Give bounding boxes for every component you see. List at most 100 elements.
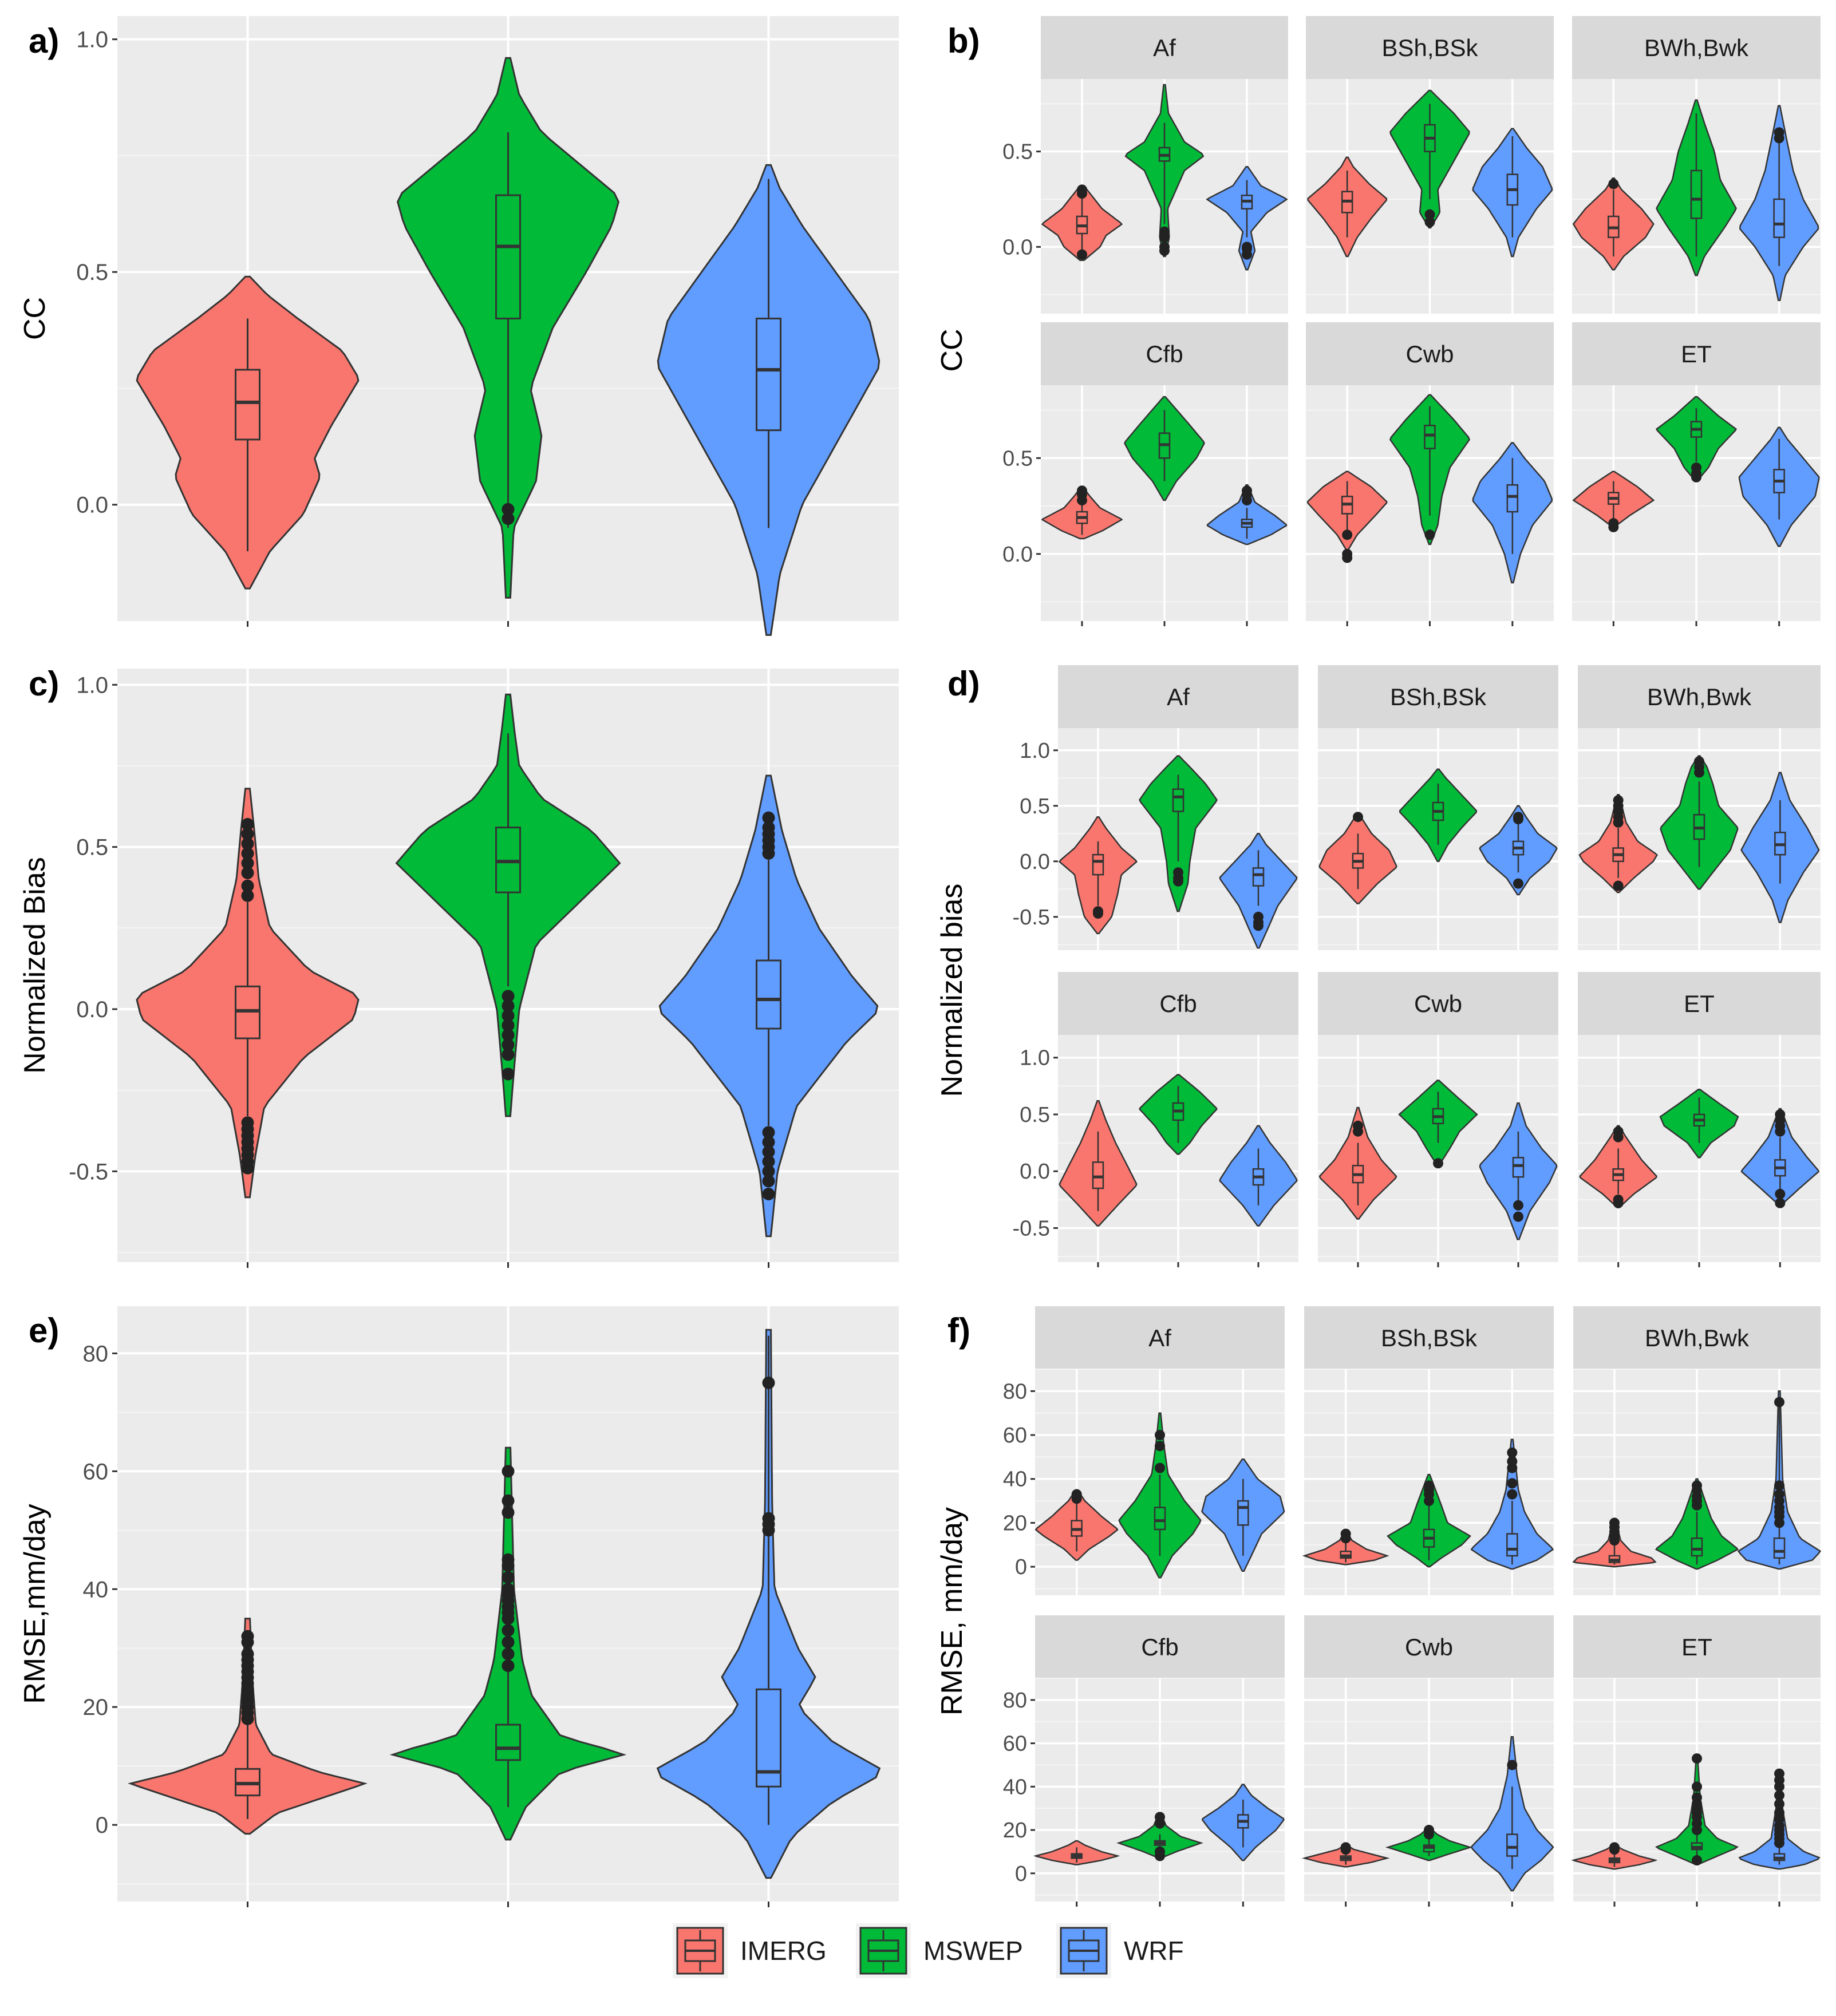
facet-strip	[1035, 1306, 1285, 1369]
facet-strip	[1058, 665, 1298, 728]
outlier-point	[1513, 1200, 1523, 1211]
facet-cwb: Cwb	[1301, 1615, 1554, 1907]
outlier-point	[502, 1038, 515, 1052]
box-wrf	[756, 318, 781, 432]
outlier-point	[1093, 908, 1103, 919]
facet-strip-label: ET	[1681, 341, 1712, 367]
facet-cfb: Cfb 0 20 40 60 80	[1003, 1615, 1285, 1907]
facet-bsh-bsk: BSh,BSk	[1318, 665, 1558, 950]
outlier-point	[1609, 1842, 1620, 1853]
y-tick-label: 40	[1003, 1775, 1027, 1799]
legend-label: WRF	[1124, 1936, 1184, 1966]
outlier-point	[1774, 1397, 1784, 1408]
facet-strip-label: BWh,Bwk	[1644, 34, 1749, 61]
facet-af: Af 0.0 0.5	[1002, 16, 1288, 314]
facet-strip	[1578, 665, 1821, 728]
outlier-point	[1608, 521, 1619, 532]
outlier-point	[1353, 1120, 1363, 1131]
facet-strip-label: Af	[1153, 34, 1176, 61]
box-imerg	[1092, 1161, 1104, 1189]
y-axis-label: RMSE, mm/day	[935, 1507, 969, 1715]
outlier-point	[1342, 529, 1353, 540]
outlier-point	[1155, 1441, 1165, 1452]
y-tick-label: 0.0	[1020, 1160, 1050, 1184]
facet-strip-label: Af	[1148, 1325, 1171, 1351]
y-tick-label: 20	[83, 1695, 109, 1720]
outlier-point	[762, 1126, 775, 1139]
y-axis-label: Normalized bias	[935, 884, 969, 1097]
outlier-point	[1340, 1842, 1351, 1853]
panel-label: b)	[947, 22, 980, 60]
outlier-point	[1774, 1480, 1784, 1491]
panel-a: 0.0 0.5 1.0 CC a)	[18, 16, 899, 636]
outlier-point	[762, 1145, 775, 1159]
outlier-point	[1155, 1430, 1165, 1441]
outlier-point	[1353, 812, 1363, 823]
y-tick-label: 80	[83, 1341, 109, 1366]
outlier-point	[241, 857, 254, 869]
y-tick-label: 0	[1015, 1862, 1027, 1886]
outlier-point	[1507, 1489, 1518, 1500]
y-tick-label: -0.5	[1013, 906, 1050, 930]
box-wrf	[1252, 867, 1265, 887]
y-tick-label: 1.0	[76, 27, 108, 53]
outlier-point	[1691, 472, 1701, 483]
outlier-point	[1775, 1188, 1786, 1199]
outlier-point	[1613, 880, 1624, 891]
outlier-point	[241, 1161, 254, 1175]
y-axis-label: Normalized Bias	[18, 857, 52, 1074]
facet-cfb: Cfb 0.0 0.5	[1002, 322, 1288, 626]
outlier-point	[1242, 242, 1252, 252]
outlier-point	[241, 879, 254, 892]
outlier-point	[1424, 1825, 1434, 1836]
y-tick-label: 80	[1003, 1379, 1027, 1404]
y-axis-label: CC	[18, 297, 52, 340]
y-tick-label: 1.0	[76, 673, 108, 698]
facet-strip-label: Cfb	[1159, 990, 1197, 1017]
y-tick-label: 0.5	[76, 835, 108, 860]
outlier-point	[1774, 1807, 1784, 1818]
outlier-point	[1513, 812, 1523, 823]
legend-label: MSWEP	[923, 1936, 1023, 1966]
outlier-point	[1424, 529, 1435, 540]
outlier-point	[1077, 249, 1087, 260]
facet-cwb: Cwb	[1318, 972, 1558, 1267]
y-axis-label: CC	[935, 329, 969, 371]
legend-item-imerg: IMERG	[673, 1923, 827, 1978]
box-wrf	[1773, 1537, 1786, 1559]
facet-strip	[1306, 16, 1554, 79]
outlier-point	[502, 999, 515, 1013]
panel-label: a)	[29, 22, 59, 60]
facet-et: ET	[1571, 1615, 1821, 1907]
outlier-point	[1507, 1447, 1518, 1458]
outlier-point	[1692, 1792, 1702, 1803]
y-tick-label: 20	[1003, 1819, 1027, 1843]
facet-strip	[1041, 16, 1288, 79]
outlier-point	[1694, 756, 1704, 767]
outlier-point	[502, 1068, 515, 1081]
outlier-point	[502, 1647, 515, 1661]
outlier-point	[1155, 1812, 1165, 1823]
panel-c: -0.5 0.0 0.5 1.0 Normalized Bias c)	[18, 665, 899, 1268]
y-tick-label: 40	[1003, 1468, 1027, 1492]
outlier-point	[1433, 1158, 1443, 1169]
y-tick-label: 0.5	[1020, 794, 1050, 819]
facet-strip	[1572, 16, 1821, 79]
outlier-point	[502, 1019, 515, 1032]
facet-strip-label: Cfb	[1146, 341, 1183, 367]
box-mswep	[1154, 1507, 1166, 1531]
outlier-point	[502, 1029, 515, 1042]
outlier-point	[1692, 1480, 1702, 1491]
outlier-point	[1774, 1489, 1784, 1500]
outlier-point	[502, 512, 515, 525]
y-tick-label: 60	[1003, 1424, 1027, 1448]
outlier-point	[502, 1048, 515, 1061]
facet-strip	[1306, 322, 1554, 385]
outlier-point	[241, 1647, 254, 1661]
box-mswep	[1690, 169, 1703, 219]
outlier-point	[241, 1630, 254, 1643]
legend-item-mswep: MSWEP	[856, 1923, 1023, 1978]
facet-cwb: Cwb	[1306, 322, 1554, 626]
facet-strip	[1304, 1615, 1554, 1678]
